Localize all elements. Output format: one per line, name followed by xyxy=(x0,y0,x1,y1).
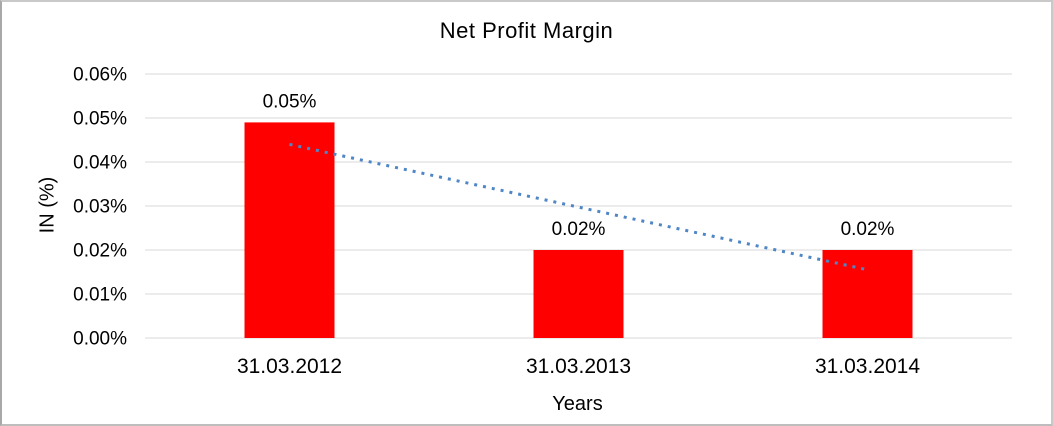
x-axis-tick-label: 31.03.2012 xyxy=(237,355,342,378)
bar-data-label: 0.02% xyxy=(841,219,895,240)
bar-data-label: 0.05% xyxy=(263,91,317,112)
bar xyxy=(244,122,335,339)
bar xyxy=(822,250,913,338)
chart-title: Net Profit Margin xyxy=(439,18,614,43)
bar-data-label: 0.02% xyxy=(552,219,606,240)
y-axis-tick-label: 0.00% xyxy=(73,329,127,350)
x-axis-tick-label: 31.03.2014 xyxy=(815,355,920,378)
x-axis-tick-label: 31.03.2013 xyxy=(526,355,631,378)
x-axis-title: Years xyxy=(552,393,603,415)
y-axis-tick-label: 0.01% xyxy=(73,285,127,306)
y-axis-tick-label: 0.02% xyxy=(73,241,127,262)
y-axis-tick-label: 0.06% xyxy=(73,65,127,86)
y-axis-tick-label: 0.03% xyxy=(73,197,127,218)
bar xyxy=(533,250,624,338)
y-axis-tick-label: 0.05% xyxy=(73,109,127,130)
y-axis-tick-label: 0.04% xyxy=(73,153,127,174)
